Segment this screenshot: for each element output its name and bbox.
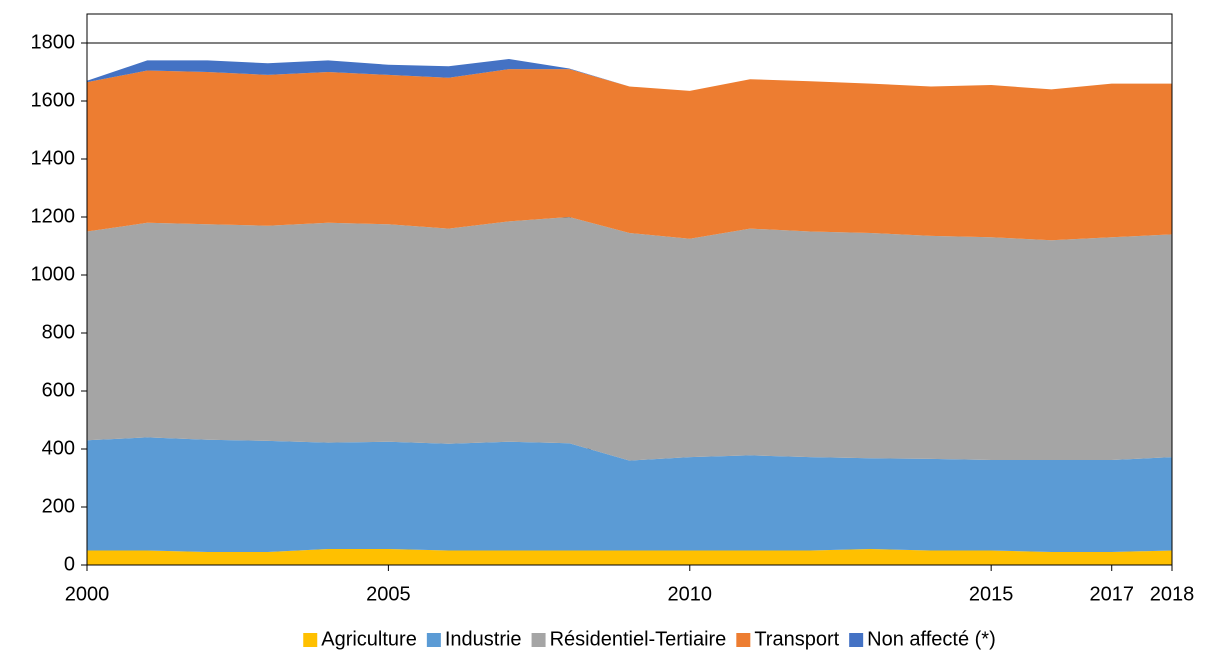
area (87, 437, 1172, 552)
legend-item: Non affecté (*) (849, 628, 996, 650)
axes: 0 200 400 600 800 1000 1200 1400 1600 1800 2000 200… (31, 13, 1195, 605)
y-tick-label: 1600 (31, 89, 76, 111)
areas (87, 58, 1172, 565)
area (87, 217, 1172, 461)
plot-frame (86, 13, 1173, 566)
legend-swatch (736, 633, 751, 647)
legend-swatch (849, 633, 864, 647)
y-tick-label: 200 (42, 495, 75, 517)
legend-label: Agriculture (321, 628, 417, 650)
y-tick-label: 1800 (31, 31, 76, 53)
y-tick-label: 0 (64, 553, 75, 575)
area (87, 69, 1172, 241)
x-tick-label: 2018 (1150, 583, 1195, 605)
y-tick-label: 400 (42, 437, 75, 459)
legend-label: Industrie (445, 628, 522, 650)
legend-item: Résidentiel-Tertiaire (531, 628, 727, 650)
legend-item: Transport (736, 628, 840, 650)
legend-label: Non affecté (*) (867, 628, 996, 650)
area (87, 549, 1172, 565)
legend-swatch (531, 633, 546, 647)
x-tick-label: 2010 (668, 583, 713, 605)
y-tick-label: 1400 (31, 147, 76, 169)
y-tick-label: 800 (42, 321, 75, 343)
legend-item: Industrie (426, 628, 522, 650)
legend-label: Résidentiel-Tertiaire (550, 628, 727, 650)
legend-label: Transport (754, 628, 839, 650)
x-tick-label: 2005 (366, 583, 411, 605)
legend: Agriculture Industrie Résidentiel-Tertiair… (303, 628, 996, 650)
legend-swatch (426, 633, 441, 647)
y-tick-label: 600 (42, 379, 75, 401)
y-tick-label: 1000 (31, 263, 76, 285)
x-tick-label: 2015 (969, 583, 1014, 605)
y-tick-label: 1200 (31, 205, 76, 227)
x-tick-label: 2000 (65, 583, 110, 605)
area (87, 58, 1172, 91)
x-tick-label: 2017 (1089, 583, 1134, 605)
legend-item: Agriculture (303, 628, 417, 650)
legend-swatch (303, 633, 318, 647)
